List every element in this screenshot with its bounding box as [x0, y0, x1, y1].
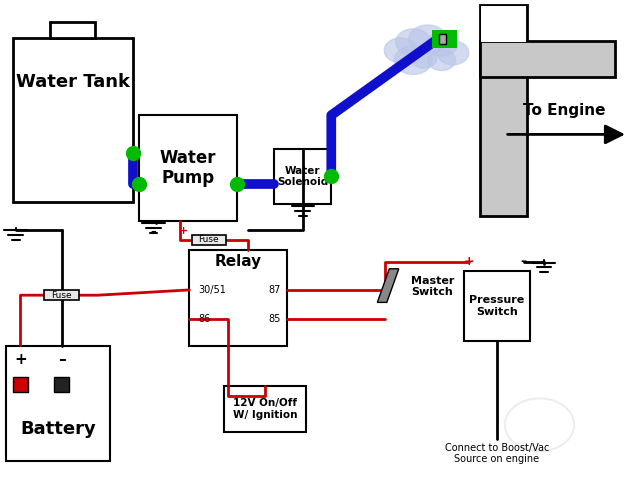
- Text: Battery: Battery: [20, 420, 97, 438]
- Text: 87: 87: [268, 285, 281, 295]
- Circle shape: [384, 38, 417, 63]
- FancyBboxPatch shape: [6, 346, 110, 461]
- Text: Fuse: Fuse: [199, 236, 219, 244]
- FancyBboxPatch shape: [15, 132, 131, 200]
- FancyBboxPatch shape: [224, 386, 306, 432]
- Text: Pressure
Switch: Pressure Switch: [469, 295, 524, 317]
- Text: Water Tank: Water Tank: [16, 73, 129, 92]
- Circle shape: [394, 46, 432, 74]
- Text: Master
Switch: Master Switch: [411, 276, 455, 298]
- FancyBboxPatch shape: [44, 290, 80, 300]
- Text: +: +: [464, 255, 474, 268]
- FancyBboxPatch shape: [191, 235, 226, 245]
- FancyBboxPatch shape: [50, 22, 95, 38]
- Circle shape: [396, 29, 431, 56]
- Text: –: –: [57, 352, 66, 367]
- Text: Relay: Relay: [215, 254, 262, 269]
- FancyBboxPatch shape: [13, 377, 28, 392]
- Text: 30/51: 30/51: [199, 285, 227, 295]
- Text: –: –: [150, 227, 156, 236]
- FancyBboxPatch shape: [432, 30, 457, 48]
- Text: 12V On/Off
W/ Ignition: 12V On/Off W/ Ignition: [233, 398, 297, 420]
- Circle shape: [437, 41, 469, 65]
- Polygon shape: [377, 269, 399, 302]
- Text: +: +: [179, 227, 187, 236]
- FancyBboxPatch shape: [439, 34, 446, 44]
- Circle shape: [409, 25, 447, 54]
- FancyBboxPatch shape: [481, 6, 526, 42]
- FancyBboxPatch shape: [480, 41, 615, 77]
- FancyBboxPatch shape: [54, 377, 69, 392]
- Circle shape: [426, 32, 457, 56]
- FancyBboxPatch shape: [480, 5, 527, 216]
- Text: 85: 85: [268, 314, 281, 324]
- Text: Connect to Boost/Vac
Source on engine: Connect to Boost/Vac Source on engine: [445, 443, 549, 465]
- Text: Water
Solenoid: Water Solenoid: [277, 166, 329, 187]
- FancyBboxPatch shape: [464, 271, 530, 341]
- Circle shape: [428, 49, 456, 71]
- Text: 86: 86: [199, 314, 211, 324]
- Text: –: –: [521, 255, 527, 268]
- FancyBboxPatch shape: [189, 250, 287, 346]
- Text: +: +: [14, 352, 27, 367]
- FancyBboxPatch shape: [139, 115, 237, 221]
- FancyBboxPatch shape: [274, 149, 331, 204]
- Text: Fuse: Fuse: [52, 291, 72, 300]
- Text: Water
Pump: Water Pump: [160, 149, 216, 187]
- Circle shape: [411, 49, 437, 68]
- FancyBboxPatch shape: [13, 38, 133, 202]
- Text: To Engine: To Engine: [524, 103, 606, 118]
